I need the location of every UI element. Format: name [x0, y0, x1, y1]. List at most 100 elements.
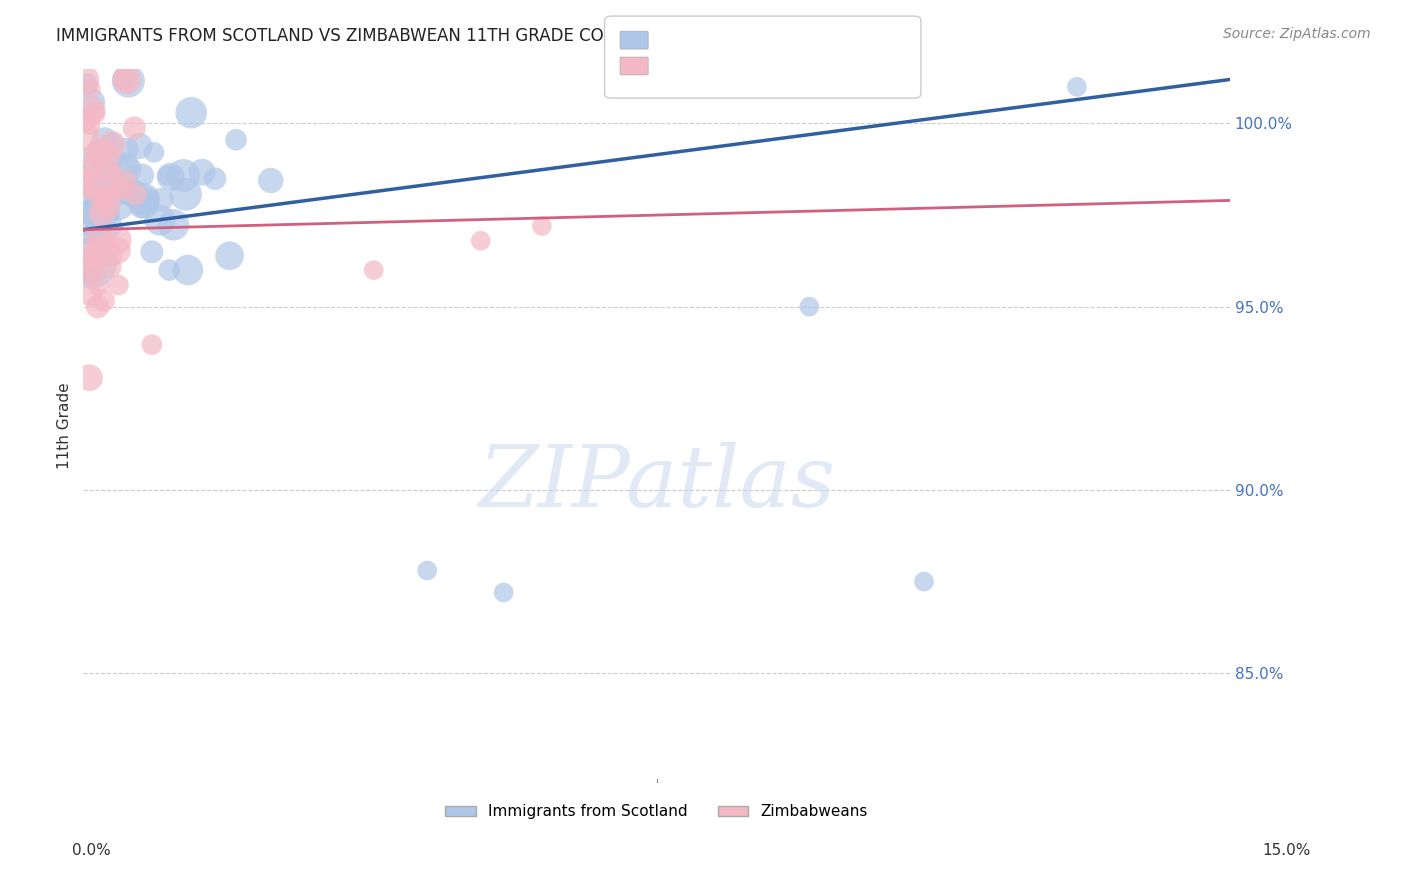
Point [159, 169, 181, 184]
Y-axis label: 11th Grade: 11th Grade [58, 383, 72, 469]
Point [83, 206, 105, 220]
Point [107, 187, 129, 202]
Point [86, 185, 108, 199]
Point [120, 186, 142, 200]
Point [149, 213, 172, 227]
Point [76, 263, 98, 277]
Text: Source: ZipAtlas.com: Source: ZipAtlas.com [1223, 27, 1371, 41]
Point [89, 231, 111, 245]
Point [96, 189, 118, 203]
Point [80, 103, 103, 117]
Point [79, 185, 101, 199]
Point [799, 300, 821, 314]
Point [101, 136, 124, 151]
Point [77, 151, 100, 165]
Point [76, 260, 98, 274]
Point [76, 192, 98, 206]
Point [177, 263, 200, 277]
Point [131, 169, 153, 183]
Point [156, 169, 179, 183]
Point [75, 112, 97, 127]
Text: R = 0.340: R = 0.340 [657, 33, 748, 51]
Point [86, 184, 108, 198]
Point [174, 187, 197, 202]
Point [124, 187, 146, 202]
Point [80, 256, 103, 270]
Point [83, 177, 105, 191]
Point [132, 192, 155, 206]
Point [141, 244, 163, 259]
Point [87, 278, 110, 293]
Point [121, 186, 143, 200]
Point [80, 243, 103, 257]
Point [91, 192, 114, 206]
Point [162, 218, 184, 232]
Point [79, 263, 101, 277]
Point [225, 133, 247, 147]
Point [114, 72, 136, 87]
Point [117, 162, 139, 177]
Point [87, 145, 110, 160]
Point [76, 77, 98, 91]
Point [94, 149, 117, 163]
Point [108, 198, 131, 212]
Point [87, 189, 110, 203]
Text: R = 0.030: R = 0.030 [657, 59, 747, 77]
Point [141, 337, 163, 351]
Point [91, 206, 114, 220]
Point [128, 139, 150, 153]
Text: 15.0%: 15.0% [1263, 843, 1310, 858]
Point [105, 233, 128, 247]
Point [260, 173, 283, 187]
Point [115, 142, 138, 156]
Point [416, 564, 439, 578]
Point [101, 137, 124, 152]
Point [79, 288, 101, 302]
Point [75, 72, 97, 87]
Point [98, 260, 121, 274]
Point [77, 162, 100, 177]
Point [97, 165, 120, 179]
Point [107, 278, 129, 293]
Point [129, 198, 152, 212]
Point [93, 293, 115, 308]
Point [150, 193, 173, 207]
Point [82, 251, 104, 265]
Point [117, 172, 139, 186]
Point [96, 155, 118, 169]
Point [363, 263, 385, 277]
Point [83, 106, 105, 120]
Point [492, 585, 515, 599]
Point [117, 74, 139, 88]
Point [83, 216, 105, 230]
Point [191, 165, 214, 179]
Point [93, 204, 115, 219]
Text: N = 64: N = 64 [801, 33, 863, 51]
Point [530, 219, 553, 233]
Point [87, 147, 110, 161]
Text: IMMIGRANTS FROM SCOTLAND VS ZIMBABWEAN 11TH GRADE CORRELATION CHART: IMMIGRANTS FROM SCOTLAND VS ZIMBABWEAN 1… [56, 27, 759, 45]
Point [107, 182, 129, 196]
Point [79, 118, 101, 132]
Point [157, 263, 180, 277]
Point [94, 134, 117, 148]
Legend: Immigrants from Scotland, Zimbabweans: Immigrants from Scotland, Zimbabweans [439, 798, 875, 825]
Point [1066, 79, 1088, 94]
Point [89, 242, 111, 256]
Text: 0.0%: 0.0% [72, 843, 111, 858]
Point [96, 185, 118, 199]
Point [77, 228, 100, 243]
Point [912, 574, 935, 589]
Text: N = 51: N = 51 [801, 59, 863, 77]
Point [136, 192, 159, 206]
Point [96, 199, 118, 213]
Point [105, 244, 128, 258]
Point [470, 234, 492, 248]
Point [111, 182, 134, 196]
Point [104, 167, 127, 181]
Text: ZIPatlas: ZIPatlas [478, 442, 835, 524]
Point [86, 300, 108, 314]
Point [134, 197, 156, 211]
Point [204, 171, 226, 186]
Point [75, 130, 97, 145]
